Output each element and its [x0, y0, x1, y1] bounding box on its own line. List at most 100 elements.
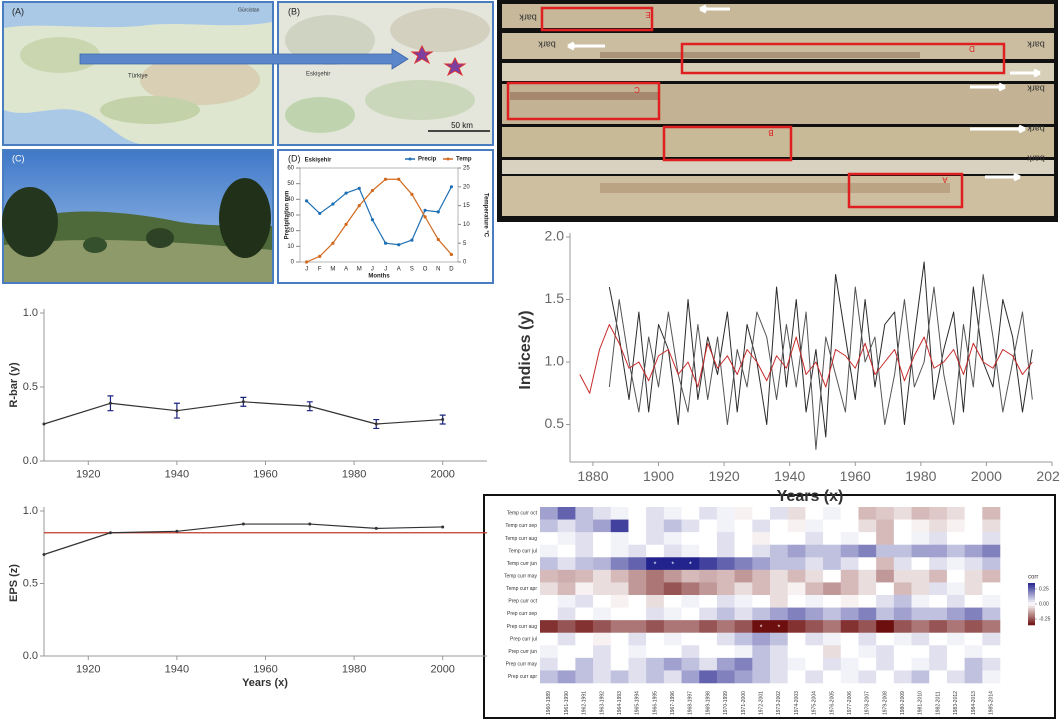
heat-cell: [752, 632, 771, 646]
heat-cell: [628, 519, 647, 533]
heat-cell: [681, 519, 700, 533]
column-label: 1967-1996: [670, 691, 676, 715]
heat-cell: [982, 632, 1001, 646]
legend-gradient: [1028, 620, 1035, 624]
point: [304, 260, 309, 264]
heat-cell: [787, 632, 806, 646]
heat-cell: [787, 544, 806, 558]
tree: [2, 187, 58, 257]
heat-cell: [610, 632, 629, 646]
heat-cell: [805, 557, 824, 571]
point: [241, 522, 245, 526]
legend-gradient: [1028, 606, 1035, 609]
row-label: Temp curr may: [504, 573, 538, 579]
heat-cell: [805, 507, 824, 520]
heat-cell: [557, 569, 576, 583]
legend-tick-label: 0.00: [1039, 601, 1049, 607]
heat-cell: [540, 645, 558, 659]
legend-tick-label: -0.25: [1039, 616, 1051, 622]
heat-cell: [628, 544, 647, 558]
y-tick-label: 0.5: [23, 381, 38, 393]
terrain: [365, 80, 475, 120]
point: [436, 237, 440, 242]
heat-cell: [770, 620, 788, 634]
heat-cell: [681, 557, 700, 571]
heat-cell: [752, 670, 771, 684]
heat-cell: [911, 620, 930, 634]
heat-cell: [858, 632, 877, 646]
bark-label: bark: [1027, 154, 1045, 164]
legend-gradient: [1028, 601, 1035, 605]
heat-cell: [929, 632, 948, 646]
heat-cell: [929, 595, 948, 608]
legend-marker: [408, 157, 412, 161]
heat-cell: [557, 557, 576, 571]
heat-cell: [663, 632, 682, 646]
x-label: Months: [368, 274, 390, 280]
heat-cell: [610, 607, 629, 621]
heat-cell: [858, 544, 877, 558]
heat-cell: [716, 519, 735, 533]
heat-cell: [858, 657, 877, 671]
heat-cell: [575, 632, 594, 646]
heat-cell: [575, 557, 594, 571]
point: [397, 177, 401, 181]
heat-cell: [982, 507, 1001, 520]
significance-mark: *: [654, 561, 657, 568]
heat-cell: [911, 645, 930, 659]
heat-cell: [557, 595, 576, 608]
heat-cell: [752, 582, 771, 596]
legend-title: corr: [1028, 575, 1038, 581]
heat-cell: [964, 544, 983, 558]
row-label: Prep curr apr: [508, 674, 538, 680]
y2-tick-label: 10: [463, 222, 470, 228]
series-line: [43, 523, 443, 556]
sample-box: [662, 125, 793, 162]
heat-cell: [646, 670, 665, 684]
site-marker: [443, 56, 467, 77]
heat-cell: [681, 569, 700, 583]
y-tick-label: 40: [287, 197, 294, 203]
x-tick-label: 1960: [840, 468, 871, 484]
y-tick-label: 0.5: [23, 577, 38, 589]
heat-cell: [893, 620, 912, 634]
point: [304, 199, 309, 203]
heat-cell: [787, 620, 806, 634]
column-label: 1978-2007: [865, 691, 871, 715]
column-label: 1984-2013: [971, 691, 977, 715]
legend-gradient: [1028, 622, 1035, 626]
x-tick-label: M: [357, 267, 362, 273]
heat-cell: [610, 657, 629, 671]
heat-cell: [716, 620, 735, 634]
heat-cell: [964, 582, 983, 596]
heat-cell: [929, 507, 948, 520]
heat-cell: [752, 519, 771, 533]
heat-cell: [716, 657, 735, 671]
heat-cell: [946, 519, 965, 533]
heat-cell: [858, 595, 877, 608]
heat-cell: [893, 532, 912, 546]
heat-cell: [557, 607, 576, 621]
heat-cell: [876, 557, 895, 571]
y-tick-label: 1.5: [545, 290, 565, 306]
series-line: [608, 274, 1033, 450]
y-tick-label: 0: [291, 260, 295, 266]
heat-cell: [716, 507, 735, 520]
x-tick-label: 2000: [971, 468, 1002, 484]
heat-cell: [663, 620, 682, 634]
heat-cell: [593, 532, 612, 546]
x-tick-label: 1960: [253, 664, 277, 676]
heat-cell: [681, 544, 700, 558]
heat-cell: [681, 657, 700, 671]
legend-gradient: [1028, 604, 1035, 607]
bark-label: bark: [1027, 84, 1045, 94]
heat-cell: [805, 569, 824, 583]
y2-tick-label: 0: [463, 260, 467, 266]
heat-cell: [699, 607, 718, 621]
legend-gradient: [1028, 589, 1035, 592]
heat-cell: [893, 507, 912, 520]
heat-cell: [540, 507, 558, 520]
column-label: 1964-1993: [617, 691, 623, 715]
heat-cell: [964, 620, 983, 634]
